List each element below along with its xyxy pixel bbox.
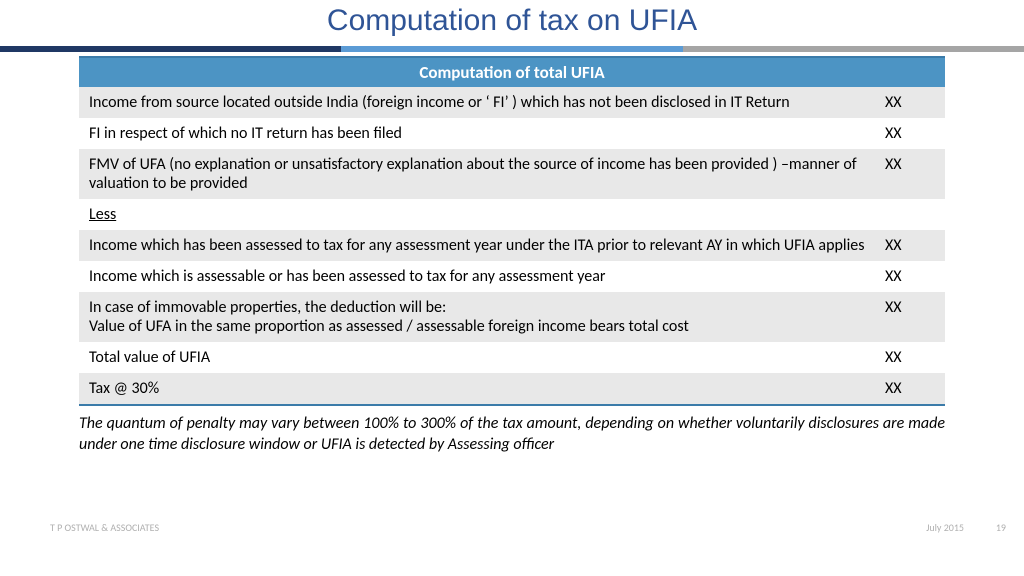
row-desc: Tax @ 30% — [79, 373, 875, 404]
accent-bar — [0, 46, 1024, 52]
table-row: In case of immovable properties, the ded… — [79, 292, 945, 342]
row-value — [875, 199, 945, 230]
row-value: XX — [875, 261, 945, 292]
row-desc: Income from source located outside India… — [79, 87, 875, 118]
row-value: XX — [875, 292, 945, 342]
footer-date: July 2015 — [926, 521, 964, 534]
table-row: FMV of UFA (no explanation or unsatisfac… — [79, 149, 945, 199]
row-desc: FMV of UFA (no explanation or unsatisfac… — [79, 149, 875, 199]
row-value: XX — [875, 342, 945, 373]
table-row: Tax @ 30%XX — [79, 373, 945, 404]
row-desc: Total value of UFIA — [79, 342, 875, 373]
row-value: XX — [875, 118, 945, 149]
row-desc: Income which has been assessed to tax fo… — [79, 230, 875, 261]
row-value: XX — [875, 230, 945, 261]
table-header: Computation of total UFIA — [79, 58, 945, 87]
row-desc: In case of immovable properties, the ded… — [79, 292, 875, 342]
table-row: FI in respect of which no IT return has … — [79, 118, 945, 149]
footer-page: 19 — [996, 521, 1006, 534]
table-row: Income which is assessable or has been a… — [79, 261, 945, 292]
slide-title: Computation of tax on UFIA — [0, 0, 1024, 46]
table-row: Less — [79, 199, 945, 230]
table-row: Total value of UFIAXX — [79, 342, 945, 373]
row-desc: Less — [79, 199, 875, 230]
row-value: XX — [875, 149, 945, 199]
ufia-table: Computation of total UFIA Income from so… — [79, 56, 945, 406]
row-desc: FI in respect of which no IT return has … — [79, 118, 875, 149]
row-value: XX — [875, 373, 945, 404]
footer-author: T P OSTWAL & ASSOCIATES — [50, 521, 159, 534]
table-row: Income from source located outside India… — [79, 87, 945, 118]
row-value: XX — [875, 87, 945, 118]
table-body: Income from source located outside India… — [79, 87, 945, 404]
table-row: Income which has been assessed to tax fo… — [79, 230, 945, 261]
row-desc: Income which is assessable or has been a… — [79, 261, 875, 292]
footnote: The quantum of penalty may vary between … — [79, 414, 945, 456]
